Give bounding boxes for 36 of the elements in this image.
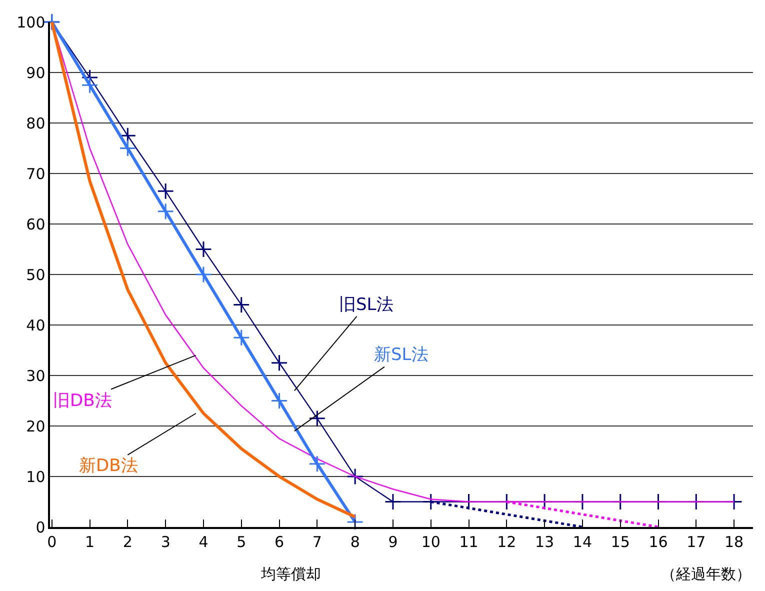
text: （経過年数） <box>661 565 751 583</box>
x-tick-label: 5 <box>236 532 246 551</box>
x-tick-label: 10 <box>421 532 440 551</box>
y-tick-label: 50 <box>26 266 46 284</box>
x-tick-label: 16 <box>648 532 668 551</box>
text: 新SL法 <box>374 345 428 365</box>
x-tick-label: 7 <box>312 532 322 551</box>
x-tick-label: 12 <box>497 532 516 551</box>
x-tick-label: 6 <box>274 532 284 551</box>
y-tick-label: 20 <box>26 417 46 436</box>
x-tick-label: 11 <box>459 532 478 551</box>
y-tick-label: 40 <box>26 316 46 334</box>
y-tick-label: 80 <box>26 114 46 132</box>
text: 均等償却 <box>260 565 321 583</box>
x-tick-label: 14 <box>572 532 592 551</box>
x-tick-label: 17 <box>686 532 706 551</box>
y-tick-label: 100 <box>16 13 46 32</box>
text: 新DB法 <box>79 456 138 476</box>
x-tick-label: 3 <box>160 532 170 551</box>
y-tick-label: 70 <box>26 164 46 183</box>
y-tick-label: 60 <box>26 215 46 234</box>
y-tick-label: 0 <box>36 518 46 536</box>
x-tick-label: 13 <box>535 532 554 551</box>
x-tick-label: 8 <box>350 532 360 551</box>
x-tick-label: 18 <box>724 532 744 551</box>
y-tick-label: 10 <box>26 468 46 486</box>
x-tick-label: 4 <box>198 532 208 551</box>
x-tick-label: 9 <box>388 532 398 551</box>
x-tick-label: 1 <box>85 532 95 551</box>
x-tick-label: 2 <box>122 532 132 551</box>
y-tick-label: 90 <box>26 64 46 82</box>
x-tick-label: 0 <box>47 532 57 551</box>
x-tick-label: 15 <box>610 532 630 551</box>
text: 旧SL法 <box>339 295 394 315</box>
text: 旧DB法 <box>53 391 112 411</box>
y-tick-label: 30 <box>26 366 46 385</box>
